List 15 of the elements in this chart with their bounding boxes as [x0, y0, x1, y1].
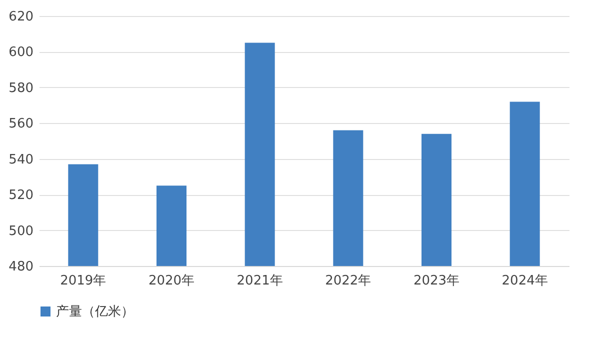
x-tick-label: 2023年 — [413, 274, 460, 288]
x-tick-label: 2022年 — [325, 274, 372, 288]
y-tick-label: 480 — [8, 260, 34, 274]
y-tick-label: 540 — [8, 152, 34, 168]
y-tick-label: 580 — [8, 80, 34, 96]
x-tick-label: 2020年 — [148, 274, 195, 288]
legend-label: 产量（亿米） — [56, 304, 134, 320]
y-tick-label: 560 — [8, 116, 34, 132]
x-tick-label: 2024年 — [502, 274, 548, 288]
x-tick-label: 2019年 — [60, 274, 106, 288]
y-tick-label: 600 — [8, 45, 34, 60]
y-tick-label: 520 — [8, 188, 34, 204]
y-tick-label: 500 — [8, 224, 34, 239]
x-tick-label: 2021年 — [236, 274, 283, 288]
y-tick-label: 620 — [8, 10, 34, 24]
